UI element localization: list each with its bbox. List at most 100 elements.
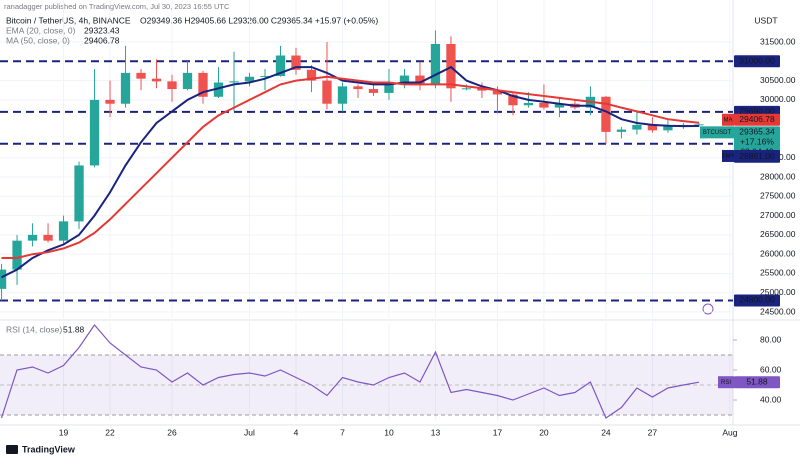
rsi-tick-label: 40.00 — [760, 394, 782, 404]
rsi-tick-label: 80.00 — [760, 334, 782, 344]
indicator-line — [1, 65, 699, 279]
rsi-tag-text: RSI — [721, 380, 731, 386]
y-tick-label: 25500.00 — [760, 268, 796, 278]
candle-body — [0, 269, 7, 289]
candle-body — [492, 90, 503, 95]
y-tick-label: 25000.00 — [760, 287, 796, 297]
rsi-line — [0, 324, 700, 419]
level-label: 31000.00 — [739, 56, 775, 66]
candle-body — [151, 78, 162, 82]
candle-body — [74, 165, 84, 222]
candle-body — [27, 234, 38, 241]
price-tag — [700, 126, 734, 139]
candle-body — [554, 103, 565, 108]
candle-body — [384, 83, 394, 93]
y-tick-label: 27000.00 — [760, 210, 796, 220]
candle-body — [213, 82, 224, 97]
candle-body — [322, 80, 332, 104]
candle-body — [368, 89, 379, 93]
price-tag-text: BTCUSDT — [703, 130, 732, 136]
x-tick-label: 24 — [601, 427, 611, 437]
candle-body — [229, 81, 239, 83]
x-tick-label: Aug — [722, 427, 737, 437]
x-tick-label: 10 — [384, 427, 394, 437]
candle-body — [663, 126, 673, 131]
candle-body — [694, 124, 704, 126]
y-tick-label: 26000.00 — [760, 248, 796, 258]
level-box — [734, 55, 780, 68]
candle-body — [632, 124, 642, 130]
candle-body — [275, 55, 286, 76]
currency: USDT — [754, 15, 777, 25]
indicator-line — [1, 75, 700, 259]
ma-box — [734, 113, 780, 126]
ohlc-header: O29349.36 H29405.66 L29326.00 C29365.34 … — [140, 15, 378, 25]
level-label: 29690.00 — [739, 106, 775, 116]
y-tick-label: 30000.00 — [760, 94, 796, 104]
level-label: 24800.00 — [739, 295, 775, 305]
candle-body — [291, 55, 301, 70]
candle-body — [12, 240, 22, 270]
level-label: 28861.00 — [739, 151, 775, 161]
x-tick-label: 7 — [340, 427, 345, 437]
candle-body — [601, 96, 611, 132]
x-tick-label: 22 — [105, 427, 115, 437]
candle-body — [415, 75, 425, 86]
event-icon — [702, 303, 714, 315]
candle-body — [337, 86, 348, 104]
indicator-legend-value: 29323.43 — [84, 25, 120, 35]
candle-body — [43, 234, 53, 241]
level-box — [734, 294, 780, 307]
y-tick-label: 28000.00 — [760, 171, 796, 181]
x-tick-label: 26 — [167, 427, 177, 437]
candle-body — [539, 102, 549, 108]
candle-body — [244, 76, 255, 82]
indicator-legend-value: 29406.78 — [84, 35, 120, 45]
symbol: Bitcoin / TetherUS, 4h, BINANCE — [6, 15, 131, 25]
candle-body — [182, 72, 193, 90]
brand: TradingView — [22, 444, 76, 454]
level-box — [734, 150, 780, 163]
rsi-box — [734, 376, 780, 389]
candle-body — [647, 124, 658, 131]
brand-logo — [6, 445, 18, 454]
price-change: +17.16% — [740, 137, 774, 147]
candle-body — [508, 94, 518, 106]
candle-body — [477, 88, 487, 91]
candle-body — [430, 43, 441, 86]
rsi-tag — [718, 376, 734, 389]
ema-tag-text: EMA — [721, 154, 734, 160]
x-tick-label: 4 — [294, 427, 299, 437]
x-tick-label: 27 — [648, 427, 658, 437]
ema-tag — [722, 149, 734, 162]
ma-label: 29406.78 — [739, 114, 775, 124]
x-tick-label: 17 — [493, 427, 503, 437]
rsi-box-label: 51.88 — [746, 376, 768, 386]
candle-body — [616, 129, 627, 132]
candle-body — [89, 99, 100, 166]
y-tick-label: 26500.00 — [760, 229, 796, 239]
rsi-legend: RSI (14, close) — [6, 324, 62, 334]
rsi-tick-label: 60.00 — [760, 364, 782, 374]
candle-body — [399, 75, 410, 84]
ma-tag — [722, 113, 734, 126]
y-tick-label: 24500.00 — [760, 306, 796, 316]
candle-body — [198, 72, 208, 97]
ma-tag-text: MA — [724, 117, 733, 123]
candle-body — [260, 75, 270, 77]
x-tick-label: Jul — [244, 427, 255, 437]
candle-body — [105, 99, 115, 104]
y-tick-label: 30500.00 — [760, 75, 796, 85]
publisher: ranadagger published on TradingView.com,… — [4, 2, 230, 11]
y-tick-label: 27500.00 — [760, 191, 796, 201]
price-label: 29365.34 — [739, 127, 775, 137]
indicator-legend: MA (50, close, 0) — [6, 35, 70, 45]
x-tick-label: 20 — [539, 427, 549, 437]
candle-body — [58, 221, 69, 241]
candle-body — [167, 81, 177, 90]
rsi-legend-value: 51.88 — [63, 324, 85, 334]
candle-body — [136, 72, 146, 79]
candle-body — [523, 102, 534, 106]
candle-body — [461, 88, 472, 90]
